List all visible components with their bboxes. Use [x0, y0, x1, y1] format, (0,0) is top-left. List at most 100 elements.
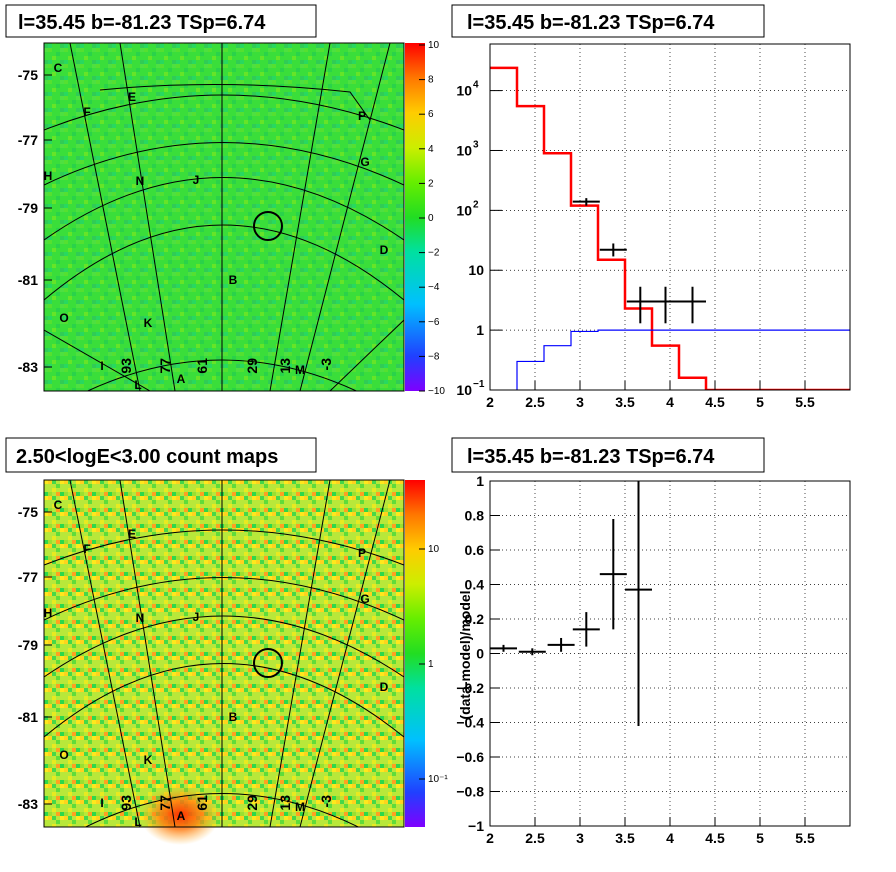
y-axis-label: (data-model)/model	[457, 590, 473, 719]
colorbar-tick-label: −4	[428, 282, 440, 293]
y-tick-label: −0.8	[456, 784, 484, 800]
x-tick-label: 3.5	[615, 830, 635, 846]
lon-tick-label: 77	[157, 358, 173, 374]
y-tick-label: 1	[476, 322, 484, 338]
panel-title: l=35.45 b=-81.23 TSp=6.74	[467, 446, 715, 468]
lon-tick-label: 61	[194, 795, 210, 811]
y-tick-label: −0.2	[456, 680, 484, 696]
spectrum-panel: l=35.45 b=-81.23 TSp=6.74 2 2.5 3 3.5 4 4.5 5 5…	[451, 4, 851, 410]
y-tick-label: 10	[456, 142, 472, 158]
region-label: D	[380, 680, 389, 694]
colorbar-tick-label: 10	[428, 544, 440, 555]
region-label: F	[83, 105, 90, 119]
data-point	[599, 518, 627, 630]
region-label: J	[193, 173, 200, 187]
x-tick-label: 4	[666, 394, 674, 410]
colorbar-tick-label: 8	[428, 75, 434, 86]
x-tick-label: 5	[756, 394, 764, 410]
y-tick-label: 10	[468, 262, 484, 278]
region-label: E	[128, 527, 136, 541]
colorbar-tick-label: 2	[428, 178, 434, 189]
region-label: P	[358, 109, 366, 123]
region-label: O	[59, 311, 68, 325]
region-grid	[44, 43, 404, 391]
count-map-image	[44, 480, 404, 827]
region-label: F	[83, 542, 90, 556]
panel-title: l=35.45 b=-81.23 TSp=6.74	[18, 12, 266, 34]
x-tick-label: 5	[756, 830, 764, 846]
region-label: G	[360, 155, 369, 169]
region-label: C	[54, 498, 63, 512]
lat-tick-label: -79	[18, 200, 38, 216]
data-point	[625, 481, 652, 726]
y-tick-label: −0.6	[456, 749, 484, 765]
panel-title-box	[5, 4, 317, 38]
region-label: J	[193, 610, 200, 624]
y-tick-label: −1	[468, 818, 484, 834]
region-label: H	[44, 169, 53, 183]
y-tick-label: 0.8	[465, 508, 485, 524]
source-histogram	[516, 329, 850, 390]
x-tick-label: 2.5	[525, 830, 545, 846]
colorbar-tick-label: 1	[428, 659, 434, 670]
x-tick-label: 4.5	[705, 830, 725, 846]
data-point	[518, 648, 546, 656]
data-point	[626, 286, 654, 324]
residual-map-image	[44, 43, 404, 391]
y-tick-label: 0	[476, 646, 484, 662]
panel-title-box	[5, 437, 317, 473]
lon-tick-label: -3	[318, 358, 334, 371]
data-point	[679, 286, 706, 324]
colorbar-tick-label: 0	[428, 213, 434, 224]
colorbar-tick-label: −8	[428, 351, 440, 362]
x-tick-label: 4.5	[705, 394, 725, 410]
colorbar	[405, 480, 425, 827]
lon-tick-label: 13	[277, 358, 293, 374]
y-tick-exponent: 2	[473, 199, 479, 210]
data-point	[547, 637, 575, 652]
panel-title-box	[451, 437, 765, 473]
x-tick-label: 2	[486, 830, 494, 846]
region-label: L	[134, 815, 141, 829]
region-label: N	[136, 174, 145, 188]
region-label: N	[136, 611, 145, 625]
colorbar-tick-label: −6	[428, 317, 440, 328]
region-label: K	[144, 316, 153, 330]
x-tick-label: 5.5	[795, 830, 815, 846]
colorbar-tick-label: 10⁻¹	[428, 774, 448, 785]
lat-tick-label: -79	[18, 637, 38, 653]
region-label: L	[134, 378, 141, 392]
lon-tick-label: 93	[118, 795, 134, 811]
data-point	[490, 644, 517, 652]
region-label: I	[100, 796, 103, 810]
colorbar-tick-label: 10	[428, 40, 440, 51]
y-tick-label: 10	[456, 202, 472, 218]
lon-tick-label: -3	[318, 795, 334, 808]
residual-panel: l=35.45 b=-81.23 TSp=6.74 2 2.5 3 3.5 4 4.5 5 5…	[451, 437, 851, 846]
region-label: B	[229, 710, 238, 724]
x-tick-label: 2.5	[525, 394, 545, 410]
lon-tick-label: 77	[157, 795, 173, 811]
lat-tick-label: -77	[18, 132, 38, 148]
colorbar-tick-label: 4	[428, 144, 434, 155]
data-point	[572, 612, 600, 647]
y-tick-label: 1	[476, 473, 484, 489]
data-point	[572, 198, 600, 206]
lon-tick-label: 93	[118, 358, 134, 374]
x-tick-label: 3	[576, 394, 584, 410]
y-tick-label: 0.6	[465, 542, 485, 558]
lat-tick-label: -75	[18, 67, 38, 83]
lat-tick-label: -83	[18, 796, 38, 812]
colorbar-tick-label: −2	[428, 248, 440, 259]
residual-map-panel: l=35.45 b=-81.23 TSp=6.74 10 8 6 4 2 0 −2 −4 −6 −…	[5, 4, 445, 397]
colorbar	[405, 43, 425, 391]
y-tick-exponent: 3	[473, 139, 479, 150]
x-tick-label: 5.5	[795, 394, 815, 410]
y-tick-label: 0.4	[465, 577, 485, 593]
y-tick-label: 10	[456, 83, 472, 99]
lat-tick-label: -81	[18, 272, 38, 288]
panel-title: l=35.45 b=-81.23 TSp=6.74	[467, 12, 715, 34]
x-tick-label: 4	[666, 830, 674, 846]
y-tick-exponent: 4	[473, 80, 479, 91]
region-label: H	[44, 606, 53, 620]
